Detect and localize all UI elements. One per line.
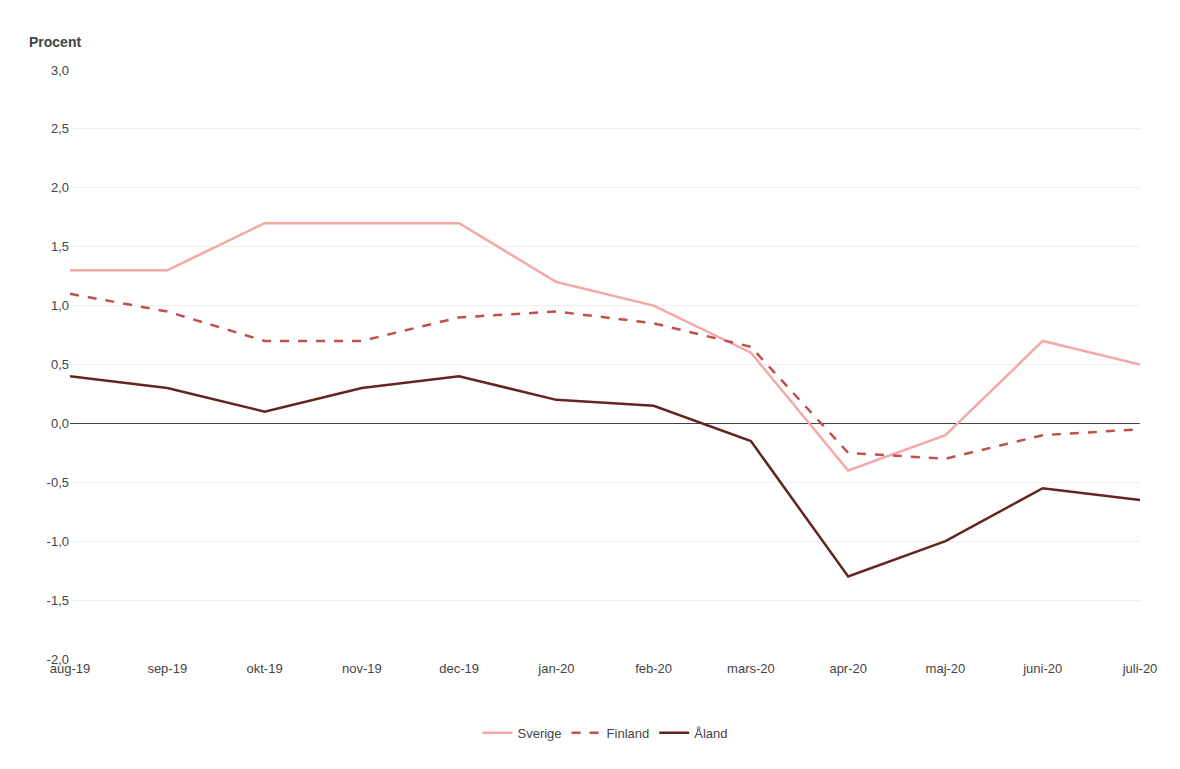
- svg-text:2,0: 2,0: [51, 180, 69, 195]
- svg-text:mars-20: mars-20: [727, 661, 775, 676]
- svg-text:apr-20: apr-20: [829, 661, 867, 676]
- svg-text:-1,0: -1,0: [47, 534, 69, 549]
- svg-text:1,0: 1,0: [51, 298, 69, 313]
- svg-text:maj-20: maj-20: [926, 661, 966, 676]
- svg-text:2,5: 2,5: [51, 121, 69, 136]
- svg-text:okt-19: okt-19: [246, 661, 282, 676]
- svg-text:Åland: Åland: [694, 726, 727, 741]
- svg-text:nov-19: nov-19: [342, 661, 382, 676]
- svg-text:Finland: Finland: [607, 726, 650, 741]
- svg-text:juli-20: juli-20: [1122, 661, 1158, 676]
- svg-text:jan-20: jan-20: [537, 661, 574, 676]
- svg-text:juni-20: juni-20: [1022, 661, 1062, 676]
- svg-text:3,0: 3,0: [51, 63, 69, 78]
- svg-text:feb-20: feb-20: [635, 661, 672, 676]
- svg-text:Procent: Procent: [29, 34, 81, 50]
- svg-text:sep-19: sep-19: [147, 661, 187, 676]
- svg-text:aug-19: aug-19: [50, 661, 90, 676]
- svg-text:0,5: 0,5: [51, 357, 69, 372]
- svg-text:dec-19: dec-19: [439, 661, 479, 676]
- svg-text:0,0: 0,0: [51, 416, 69, 431]
- svg-text:Sverige: Sverige: [518, 726, 562, 741]
- svg-text:-1,5: -1,5: [47, 593, 69, 608]
- svg-text:1,5: 1,5: [51, 239, 69, 254]
- svg-text:-0,5: -0,5: [47, 475, 69, 490]
- svg-text:-2,0: -2,0: [47, 652, 69, 667]
